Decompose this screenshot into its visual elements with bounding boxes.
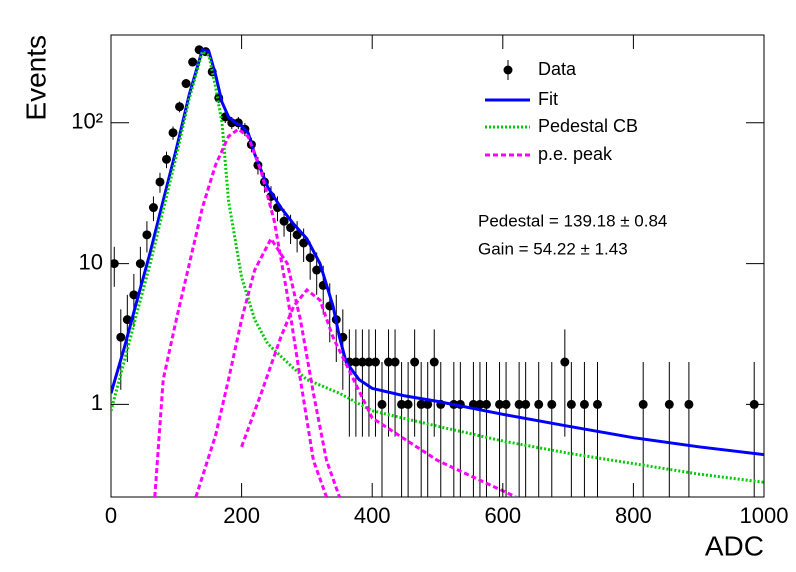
curve [240, 287, 517, 497]
data-point [521, 399, 531, 409]
data-point [175, 102, 185, 112]
x-tick-label: 400 [354, 503, 391, 528]
data-point [495, 399, 505, 409]
data-point [129, 290, 139, 300]
data-point [481, 399, 491, 409]
data-point [579, 399, 589, 409]
data-point [684, 399, 694, 409]
data-point [560, 357, 570, 367]
data-point [638, 399, 648, 409]
annotation: Gain = 54.22 ± 1.43 [478, 239, 628, 258]
data-point [390, 357, 400, 367]
data-point [534, 399, 544, 409]
data-point [377, 399, 387, 409]
data-point [364, 357, 374, 367]
x-tick-label: 1000 [740, 503, 789, 528]
data-point [664, 399, 674, 409]
data-point [384, 357, 394, 367]
data-point [162, 154, 172, 164]
data-point [351, 357, 361, 367]
curve [111, 47, 764, 457]
y-tick-label: 10² [71, 109, 103, 134]
data-point [592, 399, 602, 409]
data-point [501, 399, 511, 409]
legend-label: Pedestal CB [538, 116, 638, 136]
plot-area [111, 45, 764, 497]
curve [111, 49, 764, 484]
data-point [135, 259, 145, 269]
data-point [168, 128, 178, 138]
legend-label: Fit [538, 89, 558, 109]
legend-marker [503, 65, 513, 75]
data-point [397, 399, 407, 409]
data-point [188, 57, 198, 67]
y-axis-label: Events [20, 35, 51, 121]
data-point [514, 399, 524, 409]
data-point [142, 230, 152, 240]
data-point [148, 203, 158, 213]
data-point [410, 357, 420, 367]
data-point [122, 315, 132, 325]
x-tick-label: 600 [484, 503, 521, 528]
data-point [357, 357, 367, 367]
curve [194, 235, 341, 497]
data-point [475, 399, 485, 409]
data-point [155, 177, 165, 187]
annotation: Pedestal = 139.18 ± 0.84 [478, 211, 667, 230]
data-point [547, 399, 557, 409]
data-point [181, 79, 191, 89]
data-point [370, 357, 380, 367]
data-point [299, 238, 309, 248]
data-point [312, 265, 322, 275]
y-tick-label: 1 [91, 390, 103, 415]
data-point [305, 253, 315, 263]
legend-label: p.e. peak [538, 144, 613, 164]
data-point [416, 399, 426, 409]
data-point [429, 357, 439, 367]
y-tick-label: 10 [79, 249, 103, 274]
data-point [279, 216, 289, 226]
x-tick-label: 200 [223, 503, 260, 528]
data-point [116, 332, 126, 342]
x-axis-label: ADC [705, 530, 764, 561]
x-tick-label: 0 [105, 503, 117, 528]
frame [110, 34, 765, 498]
x-tick-label: 800 [615, 503, 652, 528]
legend-label: Data [538, 59, 577, 79]
curve [153, 127, 328, 497]
data-point [566, 399, 576, 409]
data-point [423, 399, 433, 409]
data-point [403, 399, 413, 409]
